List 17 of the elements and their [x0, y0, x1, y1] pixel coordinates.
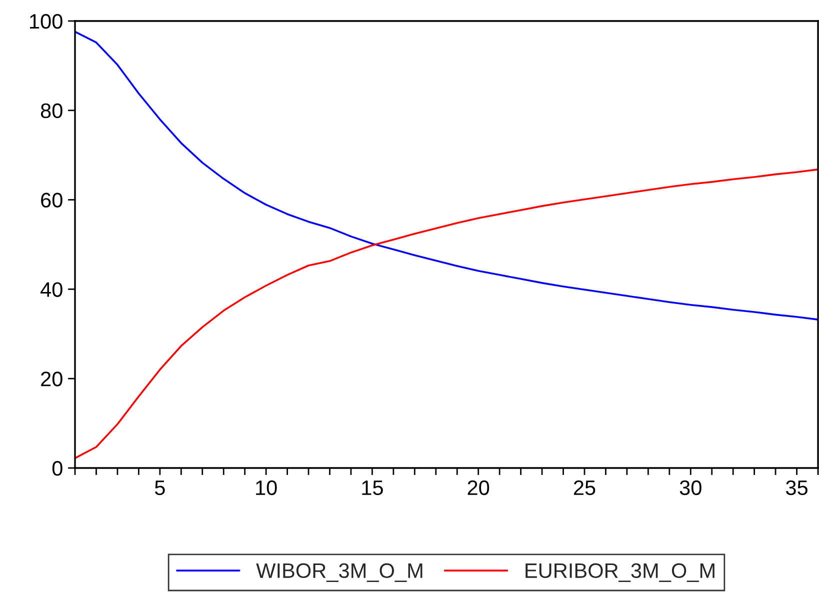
x-tick-label: 5 [154, 480, 165, 496]
x-tick-label: 20 [468, 480, 490, 496]
line-series [75, 30, 818, 320]
x-tick-label: 30 [680, 480, 702, 496]
line-series [75, 168, 818, 460]
y-tick-label: 20 [41, 372, 62, 386]
legend-label: WIBOR_3M_O_M [256, 563, 422, 582]
x-tick-label: 10 [256, 480, 277, 496]
y-tick-label: 100 [30, 14, 62, 29]
x-tick-label: 35 [786, 480, 808, 496]
y-tick-label: 80 [40, 103, 62, 118]
legend-label: EURIBOR_3M_O_M [526, 563, 714, 582]
x-tick-label: 25 [574, 480, 596, 496]
x-tick-label: 15 [362, 480, 383, 496]
y-tick-label: 0 [52, 461, 62, 476]
y-tick-label: 60 [41, 192, 62, 208]
y-tick-label: 40 [40, 282, 62, 297]
